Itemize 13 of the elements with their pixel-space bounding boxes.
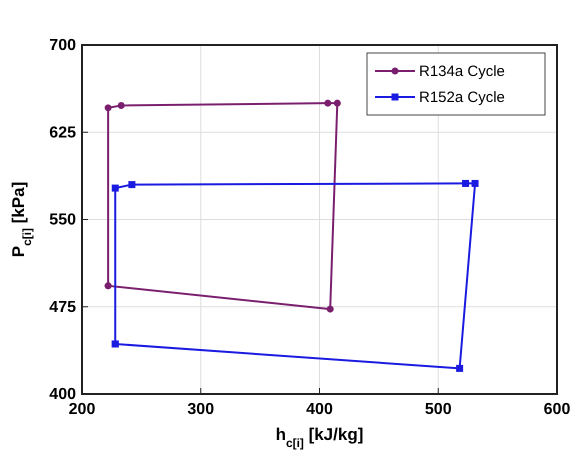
y-tick-label: 400	[49, 386, 76, 403]
y-tick-label: 475	[49, 298, 76, 316]
legend-label: R134a Cycle	[419, 63, 505, 80]
x-axis-title: h$_{c[i]}$ [kJ/kg]	[276, 425, 364, 450]
legend-label: R152a Cycle	[419, 89, 505, 106]
x-tick-label: 400	[306, 401, 333, 418]
y-tick-label: 625	[49, 124, 76, 142]
x-tick-label: 500	[424, 401, 452, 418]
x-tick-label: 600	[544, 401, 570, 418]
x-tick-label: 300	[187, 401, 214, 418]
y-tick-label: 700	[49, 37, 76, 54]
y-tick-label: 550	[49, 212, 76, 228]
x-tick-label: 200	[68, 401, 96, 418]
